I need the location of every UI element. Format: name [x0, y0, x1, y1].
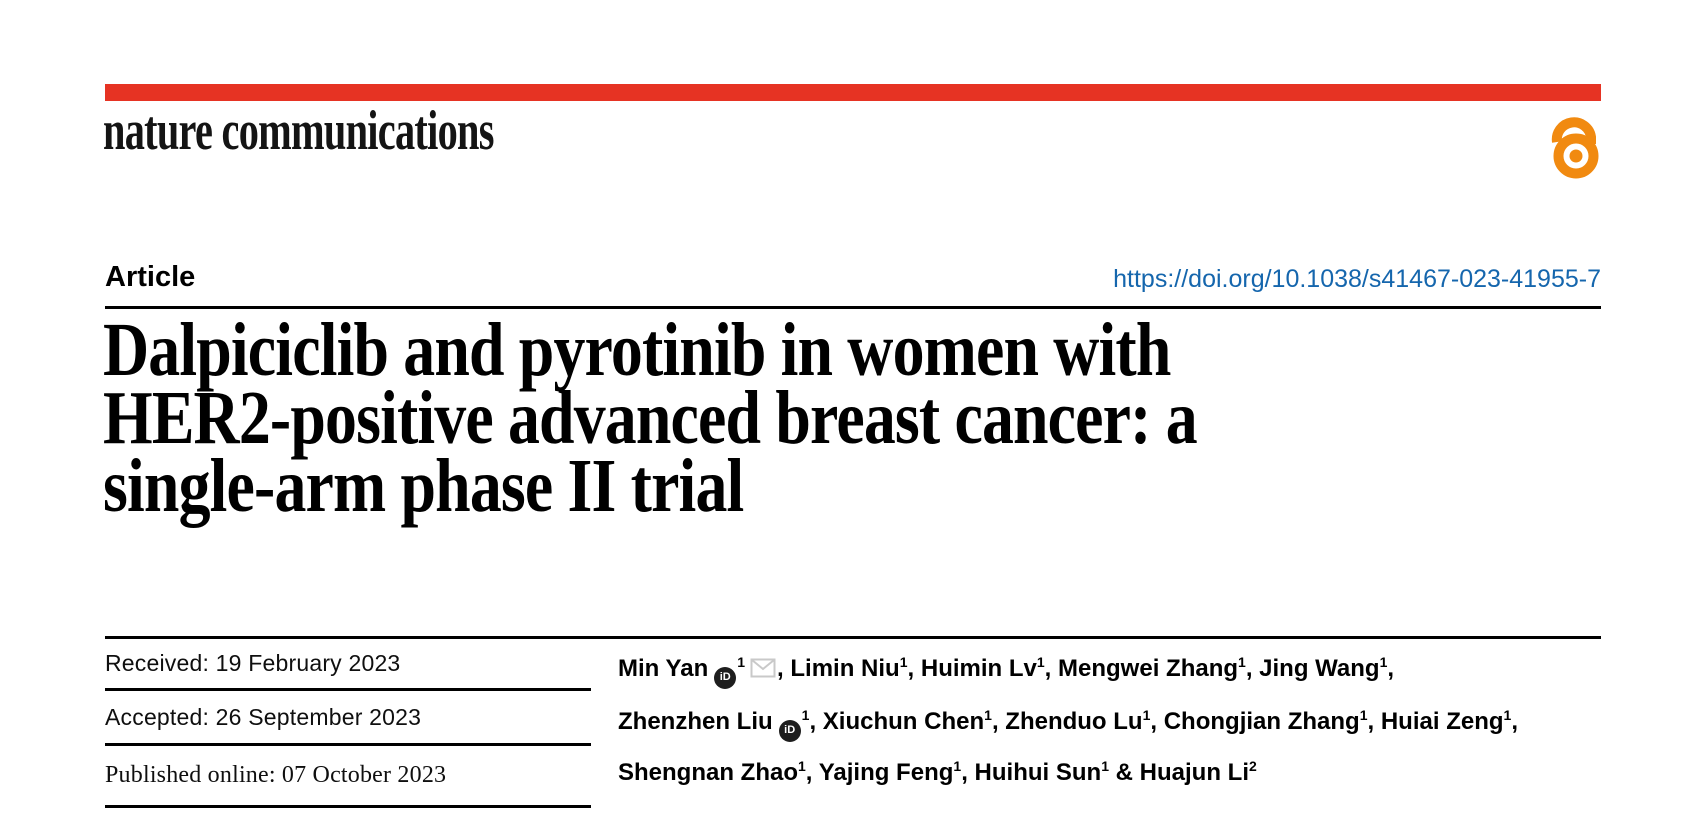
received-date: Received: 19 February 2023	[105, 639, 591, 691]
author-separator: ,	[809, 708, 823, 735]
author-name: Huimin Lv	[920, 655, 1037, 682]
accepted-date: Accepted: 26 September 2023	[105, 691, 591, 746]
author-separator: ,	[805, 759, 819, 786]
header-divider-rule	[105, 306, 1601, 309]
article-title-line: Dalpiciclib and pyrotinib in women with	[103, 308, 1171, 392]
orcid-icon[interactable]: iD	[778, 719, 801, 742]
affiliation-superscript: 1	[1503, 707, 1512, 723]
author-separator: ,	[1387, 655, 1395, 682]
affiliation-superscript: 1	[801, 707, 810, 723]
author-name: Yajing Feng	[818, 759, 954, 786]
author-separator: ,	[907, 655, 921, 682]
author-name: Min Yan	[618, 655, 709, 682]
article-header-row: Article https://doi.org/10.1038/s41467-0…	[105, 248, 1601, 292]
article-title-line: HER2-positive advanced breast cancer: a	[103, 376, 1198, 460]
author-name: Chongjian Zhang	[1163, 708, 1360, 735]
open-access-icon	[1551, 117, 1599, 179]
journal-red-bar	[105, 84, 1601, 101]
author-name: Limin Niu	[790, 655, 900, 682]
author-name: Mengwei Zhang	[1058, 655, 1239, 682]
journal-logo: nature communications	[103, 100, 494, 162]
author-name: Shengnan Zhao	[618, 759, 798, 786]
article-history: Received: 19 February 2023 Accepted: 26 …	[105, 639, 591, 808]
author-name: Huiai Zeng	[1380, 708, 1504, 735]
author-name: Zhenduo Lu	[1005, 708, 1143, 735]
affiliation-superscript: 1	[899, 654, 908, 670]
article-type-label: Article	[105, 261, 196, 293]
affiliation-superscript: 1	[1379, 654, 1388, 670]
author-separator: ,	[1150, 708, 1164, 735]
email-envelope-icon[interactable]	[750, 648, 776, 693]
author-name: Huajun Li	[1139, 759, 1249, 786]
author-list: Min Yan iD1, Limin Niu1, Huimin Lv1, Meng…	[618, 640, 1628, 795]
affiliation-superscript: 1	[798, 758, 806, 774]
affiliation-superscript: 1	[953, 758, 962, 774]
author-separator: &	[1108, 759, 1140, 786]
author-name: Jing Wang	[1259, 655, 1380, 682]
author-line: Shengnan Zhao1, Yajing Feng1, Huihui Sun…	[618, 744, 1628, 795]
published-date: Published online: 07 October 2023	[105, 746, 591, 808]
affiliation-superscript: 1	[1238, 654, 1246, 670]
article-title: Dalpiciclib and pyrotinib in women with …	[103, 308, 1573, 528]
affiliation-superscript: 1	[737, 654, 746, 670]
author-name: Zhenzhen Liu	[618, 708, 773, 735]
author-separator: ,	[777, 655, 791, 682]
doi-link[interactable]: https://doi.org/10.1038/s41467-023-41955…	[1113, 265, 1601, 293]
affiliation-superscript: 1	[984, 707, 992, 723]
metadata-top-rule	[105, 636, 1601, 639]
orcid-icon[interactable]: iD	[714, 666, 737, 689]
article-title-line: single-arm phase II trial	[103, 444, 744, 528]
affiliation-superscript: 1	[1142, 707, 1151, 723]
author-separator: ,	[1044, 655, 1059, 682]
author-separator: ,	[1511, 708, 1518, 735]
affiliation-superscript: 1	[1359, 707, 1368, 723]
author-name: Xiuchun Chen	[822, 708, 985, 735]
author-name: Huihui Sun	[974, 759, 1102, 786]
affiliation-superscript: 2	[1248, 758, 1257, 774]
affiliation-superscript: 1	[1036, 654, 1045, 670]
author-line: Min Yan iD1, Limin Niu1, Huimin Lv1, Meng…	[618, 640, 1628, 693]
affiliation-superscript: 1	[1101, 758, 1109, 774]
author-separator: ,	[961, 759, 975, 786]
author-line: Zhenzhen Liu iD1, Xiuchun Chen1, Zhenduo …	[618, 693, 1628, 744]
author-separator: ,	[1367, 708, 1381, 735]
author-separator: ,	[1245, 655, 1260, 682]
author-separator: ,	[991, 708, 1006, 735]
